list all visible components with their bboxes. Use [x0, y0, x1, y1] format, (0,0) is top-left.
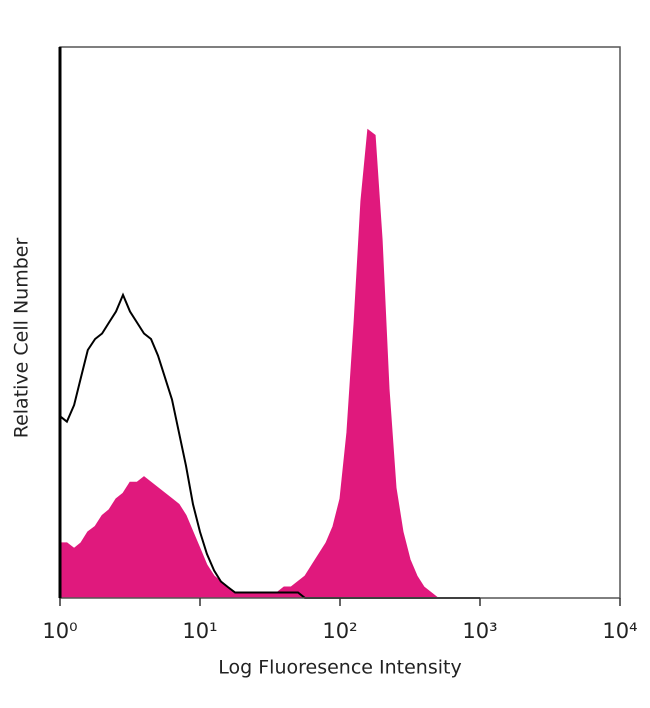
histogram-area	[59, 128, 480, 599]
x-axis-label: Log Fluoresence Intensity	[218, 657, 461, 679]
x-tick-label: 10⁴	[602, 619, 637, 643]
x-tick-label: 10³	[462, 619, 497, 643]
x-tick-label: 10⁰	[42, 619, 77, 643]
x-tick-label: 10²	[322, 619, 357, 643]
x-tick-label: 10¹	[182, 619, 217, 643]
y-axis-label: Relative Cell Number	[11, 238, 33, 439]
